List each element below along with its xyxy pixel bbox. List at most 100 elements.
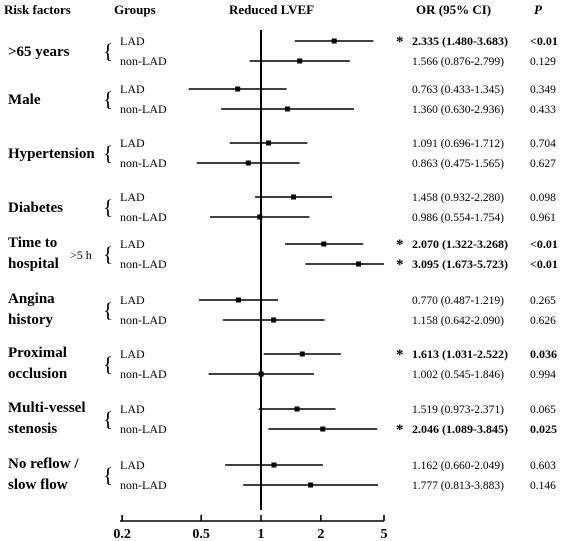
x-tick-label: 0.2 <box>113 527 131 541</box>
point-estimate <box>271 317 277 323</box>
or-ci-value: 2.070 (1.322-3.268) <box>412 237 508 251</box>
or-ci-value: 0.986 (0.554-1.754) <box>412 212 504 224</box>
point-estimate <box>308 482 314 488</box>
factor-6: Proximal occlusion {LAD * 1.613 (1.031-2.522… <box>8 345 557 382</box>
point-estimate <box>266 140 272 146</box>
p-value: 0.036 <box>530 347 557 361</box>
or-ci-value: 0.763 (0.433-1.345) <box>412 84 504 96</box>
or-ci-value: 1.360 (0.630-2.936) <box>412 104 504 116</box>
p-value: 0.146 <box>530 480 556 492</box>
or-ci-value: 1.158 (0.642-2.090) <box>412 315 504 327</box>
group-label: non-LAD <box>120 367 167 381</box>
point-estimate <box>235 297 241 303</box>
or-ci-value: 1.162 (0.660-2.049) <box>412 460 504 472</box>
p-value: 0.065 <box>530 404 556 416</box>
group-brace: { <box>103 352 113 376</box>
or-ci-value: 1.613 (1.031-2.522) <box>412 347 508 361</box>
p-value: 0.603 <box>530 460 556 472</box>
factor-label-line2: hospital <box>8 256 59 272</box>
point-estimate <box>299 351 305 357</box>
point-estimate <box>297 58 303 64</box>
factor-2: Hypertension { LAD 1.091 (0.696-1.712) 0.704… <box>8 136 556 170</box>
group-brace: { <box>103 463 113 487</box>
significance-star: * <box>396 34 404 50</box>
factor-label-line1: No reflow / <box>8 456 79 472</box>
or-ci-value: 1.519 (0.973-2.371) <box>412 404 504 416</box>
group-brace: { <box>103 242 113 266</box>
or-ci-value: 1.566 (0.876-2.799) <box>412 56 504 68</box>
point-estimate <box>285 106 291 112</box>
group-brace: { <box>103 39 113 63</box>
p-value: 0.626 <box>530 315 556 327</box>
or-ci-value: 1.091 (0.696-1.712) <box>412 138 504 150</box>
group-label: non-LAD <box>120 54 167 68</box>
factor-7: Multi-vessel stenosis {LAD 1.519 (0.973-2.3… <box>8 400 557 438</box>
group-brace: { <box>103 298 113 322</box>
group-label: non-LAD <box>120 210 167 224</box>
point-estimate <box>320 426 326 432</box>
group-label: non-LAD <box>120 422 167 436</box>
group-label: non-LAD <box>120 257 167 271</box>
or-ci-value: 2.335 (1.480-3.683) <box>412 34 508 48</box>
x-tick-label: 0.5 <box>192 527 210 541</box>
or-ci-value: 0.863 (0.475-1.565) <box>412 158 504 170</box>
p-value: 0.349 <box>530 84 556 96</box>
group-label: LAD <box>120 136 145 150</box>
point-estimate <box>294 406 300 412</box>
group-label: LAD <box>120 458 145 472</box>
point-estimate <box>321 241 327 247</box>
group-brace: { <box>103 87 113 111</box>
p-value: 0.994 <box>530 369 556 381</box>
x-tick-label: 2 <box>317 527 324 541</box>
factor-4: Time to hospital >5 h {LAD * 2.070 (1.322-3.2… <box>8 235 558 273</box>
x-tick-label: 5 <box>381 527 388 541</box>
factor-1: Male {LAD 0.763 (0.433-1.345) 0.349 non-LAD 1… <box>8 82 556 116</box>
or-ci-value: 1.458 (0.932-2.280) <box>412 192 504 204</box>
group-label: non-LAD <box>120 156 167 170</box>
p-value: 0.025 <box>530 422 557 436</box>
group-brace: { <box>103 141 113 165</box>
header-groups: Groups <box>114 2 156 17</box>
point-estimate <box>356 261 362 267</box>
factor-label-line2: occlusion <box>8 366 68 382</box>
group-label: non-LAD <box>120 313 167 327</box>
group-brace: { <box>103 407 113 431</box>
factor-5: Angina history {LAD 0.770 (0.487-1.219) 0.26… <box>8 291 556 328</box>
significance-star: * <box>396 257 404 273</box>
group-label: non-LAD <box>120 102 167 116</box>
p-value: 0.627 <box>530 158 556 170</box>
significance-star: * <box>396 237 404 253</box>
point-estimate <box>271 462 277 468</box>
factor-label: Male <box>8 92 41 108</box>
factor-8: No reflow / slow flow {LAD 1.162 (0.660-2.0… <box>8 456 556 493</box>
header-reduced-lvef: Reduced LVEF <box>229 2 314 17</box>
or-ci-value: 3.095 (1.673-5.723) <box>412 257 508 271</box>
group-label: LAD <box>120 34 145 48</box>
x-axis: 0.2 0.5 1 2 5 <box>113 30 388 541</box>
p-value: 0.961 <box>530 212 556 224</box>
factor-label: Diabetes <box>8 200 63 216</box>
point-estimate <box>235 86 241 92</box>
header-or-ci: OR (95% CI) <box>416 2 491 17</box>
p-value: 0.433 <box>530 104 556 116</box>
point-estimate <box>257 214 263 220</box>
or-ci-value: 1.002 (0.545-1.846) <box>412 369 504 381</box>
factor-label: Hypertension <box>8 146 95 162</box>
x-tick-label: 1 <box>258 527 265 541</box>
group-label: LAD <box>120 190 145 204</box>
p-value: 0.704 <box>530 138 556 150</box>
p-value: <0.01 <box>530 237 558 251</box>
factor-label: >65 years <box>8 44 70 60</box>
or-ci-value: 2.046 (1.089-3.845) <box>412 422 508 436</box>
factor-label-line1: Multi-vessel <box>8 400 85 416</box>
group-label: LAD <box>120 347 145 361</box>
point-estimate <box>245 160 251 166</box>
or-ci-value: 0.770 (0.487-1.219) <box>412 295 504 307</box>
p-value: 0.098 <box>530 192 556 204</box>
factor-label-line2: history <box>8 312 54 328</box>
p-value: <0.01 <box>530 257 558 271</box>
point-estimate <box>331 38 337 44</box>
factor-label-line2: stenosis <box>8 421 57 437</box>
factor-note: >5 h <box>70 248 92 262</box>
